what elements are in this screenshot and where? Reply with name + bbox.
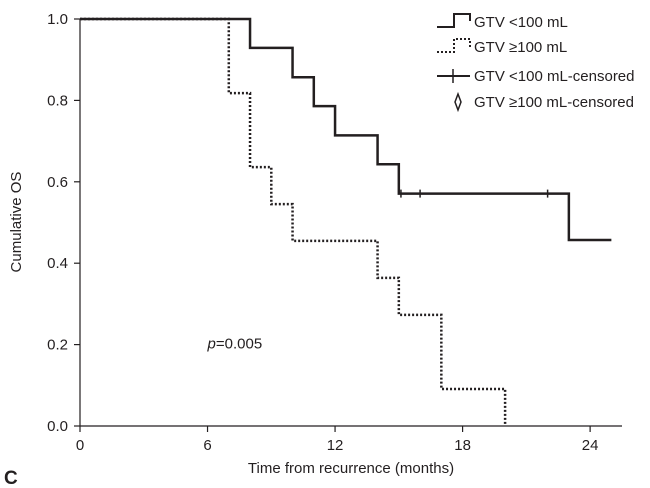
x-tick-label: 12 (327, 437, 344, 454)
censor-markers (400, 189, 549, 198)
plot-area: 0 6 12 18 24 0.0 0.2 0.4 0.6 0.8 1.0 (47, 11, 622, 454)
legend-label-gtv-ge-100-censored: GTV ≥100 mL-censored (474, 94, 634, 111)
x-tick-label: 0 (76, 437, 84, 454)
y-axis-title: Cumulative OS (8, 172, 25, 273)
y-tick-label: 0.2 (47, 337, 68, 354)
y-tick-label: 0.4 (47, 255, 68, 272)
series-line-2 (80, 17, 507, 426)
x-tick-label: 6 (203, 437, 211, 454)
series-layer (80, 17, 612, 426)
p-value-italic-p: p (207, 336, 216, 353)
y-axis-ticks: 0.0 0.2 0.4 0.6 0.8 1.0 (47, 11, 80, 435)
legend-label-gtv-ge-100: GTV ≥100 mL (474, 39, 567, 56)
legend-symbol-censor-diamond (454, 91, 462, 113)
legend-symbol-solid-step (437, 13, 471, 28)
y-tick-label: 0.0 (47, 418, 68, 435)
y-tick-label: 0.8 (47, 92, 68, 109)
p-value-rest: =0.005 (216, 336, 262, 353)
x-axis-title: Time from recurrence (months) (248, 460, 454, 477)
legend-label-gtv-lt-100: GTV <100 mL (474, 14, 568, 31)
series-line-1 (80, 17, 612, 242)
p-value-annotation: p=0.005 (207, 336, 263, 353)
x-tick-label: 24 (582, 437, 599, 454)
x-tick-label: 18 (454, 437, 471, 454)
y-tick-label: 1.0 (47, 11, 68, 28)
panel-label: C (4, 468, 18, 488)
legend-symbol-dotted-step (437, 38, 471, 53)
y-tick-label: 0.6 (47, 174, 68, 191)
x-axis-ticks: 0 6 12 18 24 (76, 426, 599, 454)
legend-label-gtv-lt-100-censored: GTV <100 mL-censored (474, 68, 635, 85)
legend: GTV <100 mL GTV ≥100 mL GTV <100 mL-cens… (437, 13, 635, 113)
